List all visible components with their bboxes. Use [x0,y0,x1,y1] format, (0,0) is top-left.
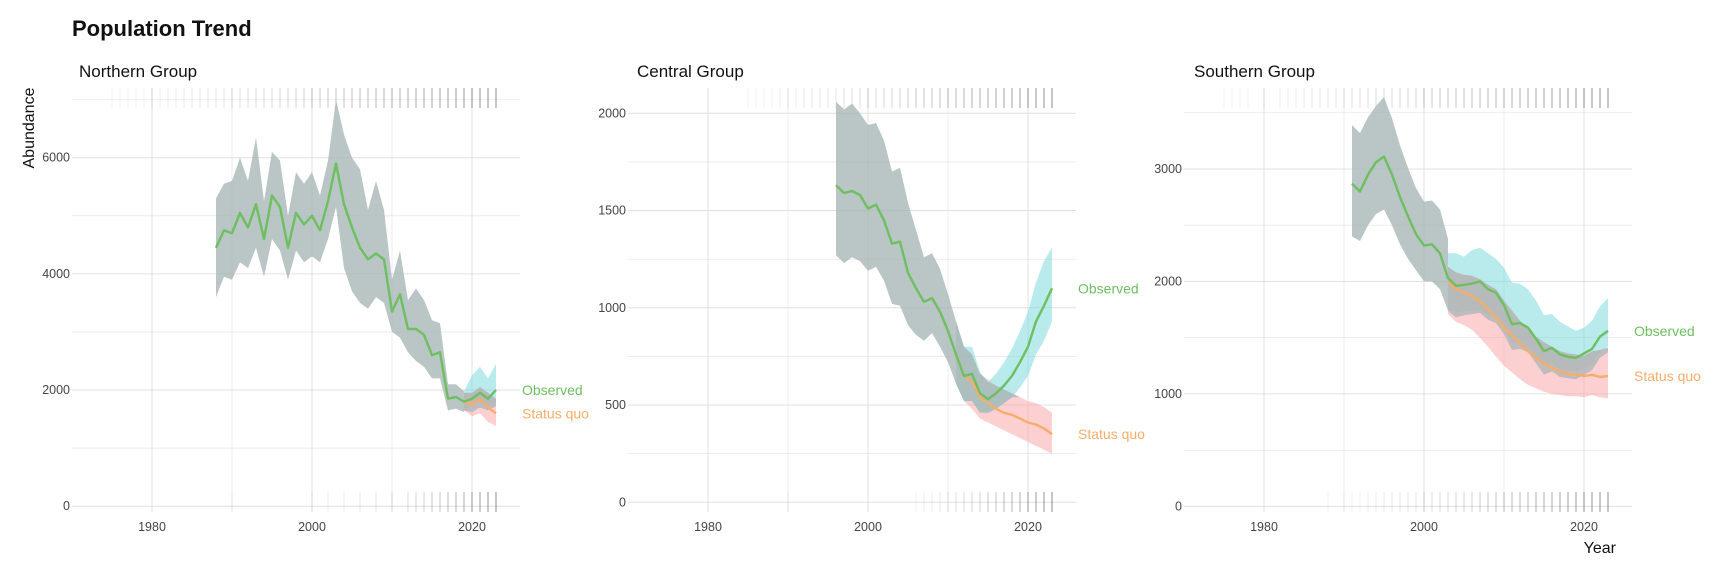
overlap-band-central [956,321,1052,413]
y-tick-label: 0 [1175,499,1182,513]
overlap-band-southern [1448,266,1608,380]
shared-uncertainty-band-southern [1352,97,1448,311]
status-quo-end-label: Status quo [522,405,589,421]
observed-line-southern [1351,155,1609,360]
x-tick-label: 2000 [298,520,326,534]
x-tick-label: 2020 [1014,520,1042,534]
y-tick-label: 6000 [42,151,70,165]
x-tick-label: 1980 [694,520,722,534]
rug-top-southern [1223,88,1609,108]
observed-end-label: Observed [522,382,583,398]
status-quo-band-central [956,321,1052,454]
x-tick-label: 2000 [854,520,882,534]
x-tick-label: 1980 [138,520,166,534]
observed-band-central [956,247,1052,413]
observed-line-central [835,184,1054,401]
y-tick-label: 2000 [598,106,626,120]
x-tick-label: 2020 [1570,520,1598,534]
panel-northern: Northern Group 0 2000 4000 6000 1980 2000 2020… [42,62,589,534]
rug-top-northern [111,88,497,108]
y-tick-label: 3000 [1154,162,1182,176]
y-axis-title: Abundance [21,87,38,168]
observed-line-northern [214,162,497,403]
grid-southern [1184,88,1632,512]
observed-end-label: Observed [1078,280,1139,296]
rug-bottom-northern [231,492,497,512]
grid-northern [72,88,520,512]
y-tick-label: 1000 [598,301,626,315]
rug-top-central [747,88,1053,108]
x-tick-label: 2020 [458,520,486,534]
panel-southern: Southern Group 0 1000 2000 3000 1980 2000 2020… [1154,62,1701,534]
x-axis-title: Year [1584,540,1617,557]
y-tick-label: 4000 [42,267,70,281]
status-quo-line-southern [1447,280,1609,379]
status-quo-line-central [954,354,1053,436]
status-quo-end-label: Status quo [1634,368,1701,384]
observed-band-southern [1448,247,1608,372]
y-tick-label: 1500 [598,204,626,218]
status-quo-end-label: Status quo [1078,426,1145,442]
y-tick-label: 1000 [1154,387,1182,401]
y-tick-label: 0 [619,495,626,509]
y-tick-label: 500 [605,398,626,412]
y-tick-label: 2000 [1154,274,1182,288]
rug-bottom-southern [1327,492,1609,512]
y-tick-label: 0 [63,499,70,513]
panel-title-northern: Northern Group [79,62,197,81]
status-quo-line-northern [463,397,497,415]
panel-title-southern: Southern Group [1194,62,1315,81]
panel-title-central: Central Group [637,62,744,81]
chart-title: Population Trend [72,16,252,41]
x-tick-label: 2000 [1410,520,1438,534]
x-tick-label: 1980 [1250,520,1278,534]
panel-central: Central Group 0 500 1000 1500 2000 1980 2000 20… [598,62,1145,534]
observed-end-label: Observed [1634,323,1695,339]
y-tick-label: 2000 [42,383,70,397]
shared-uncertainty-band-northern [216,99,464,413]
rug-bottom-central [787,492,1053,512]
